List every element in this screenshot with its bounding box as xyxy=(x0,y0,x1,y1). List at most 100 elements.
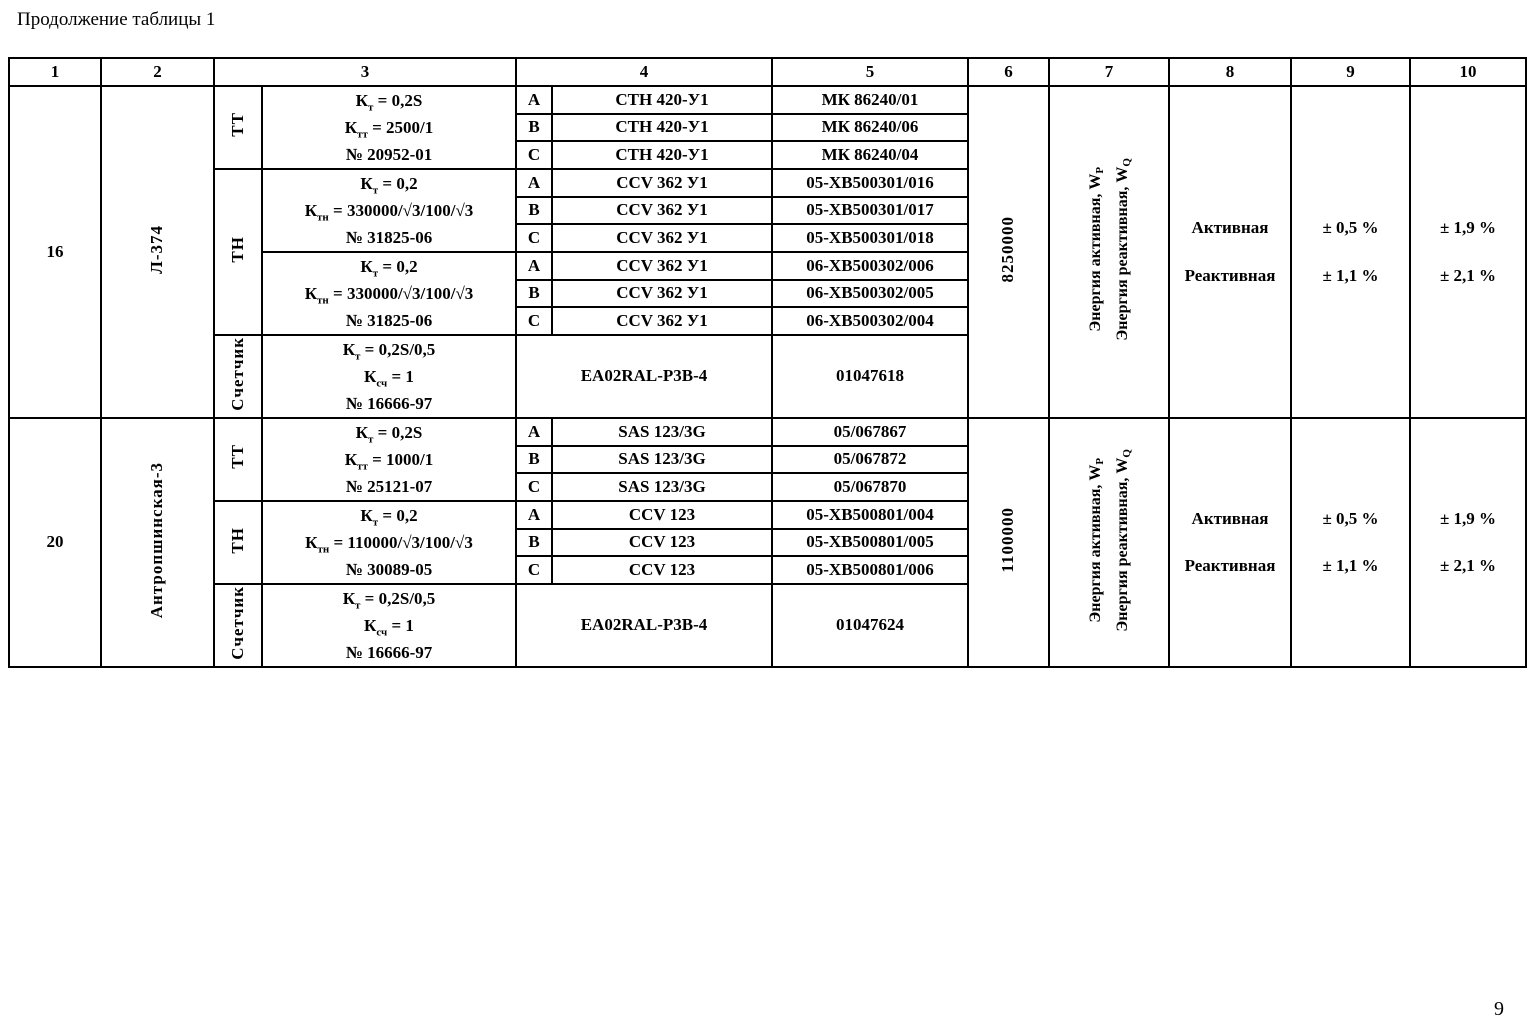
meter-model-cell: EA02RAL-P3B-4 xyxy=(515,583,773,668)
model-cell: CCV 123 xyxy=(551,500,773,530)
complex-error-cell: ± 1,9 % ± 2,1 % xyxy=(1409,417,1527,668)
meter-error-value: ± 1,1 % xyxy=(1322,556,1379,575)
meter-error-stack: ± 0,5 % ± 1,1 % xyxy=(1293,218,1408,286)
phase-cell: A xyxy=(515,417,553,447)
measured-kind: Реактивная xyxy=(1184,556,1276,575)
meter-error-value: ± 0,5 % xyxy=(1322,218,1379,238)
equipment-type-label: ТТ xyxy=(227,112,247,138)
model-cell: СТН 420-У1 xyxy=(551,112,773,143)
param-line: Кт = 0,2S xyxy=(355,423,423,446)
equipment-type-label: Счетчик xyxy=(227,336,247,411)
substation-name: Антропшинская-3 xyxy=(147,461,167,618)
column-header-8: 8 xyxy=(1168,57,1292,87)
equipment-params-cell: Кт = 0,2 Ктн = 110000/√3/100/√3 № 30089-… xyxy=(261,500,517,585)
meter-error-cell: ± 0,5 % ± 1,1 % xyxy=(1290,85,1411,419)
model-cell: CCV 362 У1 xyxy=(551,251,773,281)
model-cell: CCV 362 У1 xyxy=(551,168,773,198)
table-row: C CCV 123 05-ХВ500801/006 xyxy=(9,555,1526,585)
phase-cell: A xyxy=(515,168,553,198)
column-header-4: 4 xyxy=(515,57,773,87)
equipment-type-label-cell: ТН xyxy=(213,500,263,585)
param-line: № 16666-97 xyxy=(345,643,433,662)
param-line: № 20952-01 xyxy=(345,145,433,164)
column-header-1: 1 xyxy=(8,57,102,87)
meter-row: Счетчик Кт = 0,2S/0,5 Ксч = 1 № 16666-97… xyxy=(9,334,1526,419)
substation-name: Л-374 xyxy=(147,224,167,274)
complex-error-value: ± 2,1 % xyxy=(1439,265,1497,285)
param-line: Кт = 0,2 xyxy=(360,257,418,280)
equipment-type-label: Счетчик xyxy=(227,585,247,660)
column-header-7: 7 xyxy=(1048,57,1170,87)
param-line: Ктн = 330000/√3/100/√3 xyxy=(304,201,474,224)
serial-cell: МК 86240/01 xyxy=(771,85,969,115)
table-row: ТН Кт = 0,2 Ктн = 110000/√3/100/√3 № 300… xyxy=(9,500,1526,585)
page-number: 9 xyxy=(1494,998,1504,1020)
measured-kind: Активная xyxy=(1191,508,1269,528)
complex-error-value: ± 1,9 % xyxy=(1439,508,1497,528)
table-row: 16 Л-374 ТТ Кт = 0,2S Ктт = 2500/1 № 209… xyxy=(8,85,1527,419)
energy-type-line: Энергия реактивная, WQ xyxy=(1114,158,1134,341)
phase-cell: B xyxy=(515,112,553,143)
serial-cell: 06-ХВ500302/004 xyxy=(771,306,969,336)
measured-kind: Реактивная xyxy=(1184,265,1276,285)
serial-cell: 05-ХВ500301/016 xyxy=(771,168,969,198)
table-row: C SAS 123/3G 05/067870 xyxy=(9,472,1526,502)
energy-type-line: Энергия активная, WP xyxy=(1087,166,1107,332)
complex-error-value: ± 1,9 % xyxy=(1439,218,1497,238)
param-line: № 16666-97 xyxy=(345,394,433,413)
phase-cell: C xyxy=(515,306,553,336)
serial-cell: 06-ХВ500302/006 xyxy=(771,251,969,281)
energy-type-vertical-text: Энергия активная, WP Энергия реактивная,… xyxy=(1082,158,1136,341)
table-row: B CCV 362 У1 05-ХВ500301/017 xyxy=(9,195,1526,226)
model-cell: CCV 362 У1 xyxy=(551,278,773,309)
phase-cell: A xyxy=(515,251,553,281)
param-line: Ктт = 2500/1 xyxy=(344,118,434,141)
model-cell: CCV 362 У1 xyxy=(551,223,773,253)
model-cell: СТН 420-У1 xyxy=(551,140,773,170)
serial-cell: 05/067867 xyxy=(771,417,969,447)
energy-type-line: Энергия активная, WP xyxy=(1087,457,1107,623)
phase-cell: C xyxy=(515,223,553,253)
complex-error-stack: ± 1,9 % ± 2,1 % xyxy=(1412,218,1524,286)
equipment-params-cell: Кт = 0,2 Ктн = 330000/√3/100/√3 № 31825-… xyxy=(261,168,517,253)
param-line: № 30089-05 xyxy=(345,560,433,579)
serial-cell: МК 86240/04 xyxy=(771,140,969,170)
measured-kind-stack: Активная Реактивная xyxy=(1171,508,1289,577)
param-line: Кт = 0,2 xyxy=(360,506,418,529)
param-line: Ксч = 1 xyxy=(364,367,414,390)
model-cell: SAS 123/3G xyxy=(551,417,773,447)
measured-kind-stack: Активная Реактивная xyxy=(1171,218,1289,286)
param-line: Кт = 0,2 xyxy=(360,174,418,197)
serial-cell: 05/067870 xyxy=(771,472,969,502)
complex-error-cell: ± 1,9 % ± 2,1 % xyxy=(1409,85,1527,419)
table-row: C CCV 362 У1 05-ХВ500301/018 xyxy=(9,223,1526,253)
energy-type-vertical-text: Энергия активная, WP Энергия реактивная,… xyxy=(1082,449,1136,632)
column-header-6: 6 xyxy=(967,57,1050,87)
equipment-params-cell: Кт = 0,2 Ктн = 330000/√3/100/√3 № 31825-… xyxy=(261,251,517,336)
equipment-type-label-cell: ТТ xyxy=(213,417,263,502)
complex-error-stack: ± 1,9 % ± 2,1 % xyxy=(1412,508,1524,577)
model-cell: CCV 362 У1 xyxy=(551,306,773,336)
equipment-params-cell: Кт = 0,2S/0,5 Ксч = 1 № 16666-97 xyxy=(261,334,517,419)
energy-type-line: Энергия реактивная, WQ xyxy=(1114,448,1134,632)
meter-error-stack: ± 0,5 % ± 1,1 % xyxy=(1293,509,1408,577)
phase-cell: A xyxy=(515,500,553,530)
table-row: C CCV 362 У1 06-ХВ500302/004 xyxy=(9,306,1526,336)
equipment-type-label: ТТ xyxy=(227,444,247,470)
phase-cell: C xyxy=(515,140,553,170)
row-number-cell: 20 xyxy=(8,417,102,668)
meter-row: Счетчик Кт = 0,2S/0,5 Ксч = 1 № 16666-97… xyxy=(9,583,1526,668)
meter-model-cell: EA02RAL-P3B-4 xyxy=(515,334,773,419)
table-row: B SAS 123/3G 05/067872 xyxy=(9,444,1526,475)
table-row: 20 Антропшинская-3 ТТ Кт = 0,2S Ктт = 10… xyxy=(8,417,1527,668)
serial-cell: 05-ХВ500801/005 xyxy=(771,527,969,558)
serial-cell: 05-ХВ500801/004 xyxy=(771,500,969,530)
equipment-type-label-cell: Счетчик xyxy=(213,583,263,668)
measured-kind-cell: Активная Реактивная xyxy=(1168,85,1292,419)
serial-cell: 05/067872 xyxy=(771,444,969,475)
table-row: ТН Кт = 0,2 Ктн = 330000/√3/100/√3 № 318… xyxy=(9,168,1526,336)
model-cell: CCV 123 xyxy=(551,555,773,585)
phase-cell: B xyxy=(515,195,553,226)
column-header-5: 5 xyxy=(771,57,969,87)
